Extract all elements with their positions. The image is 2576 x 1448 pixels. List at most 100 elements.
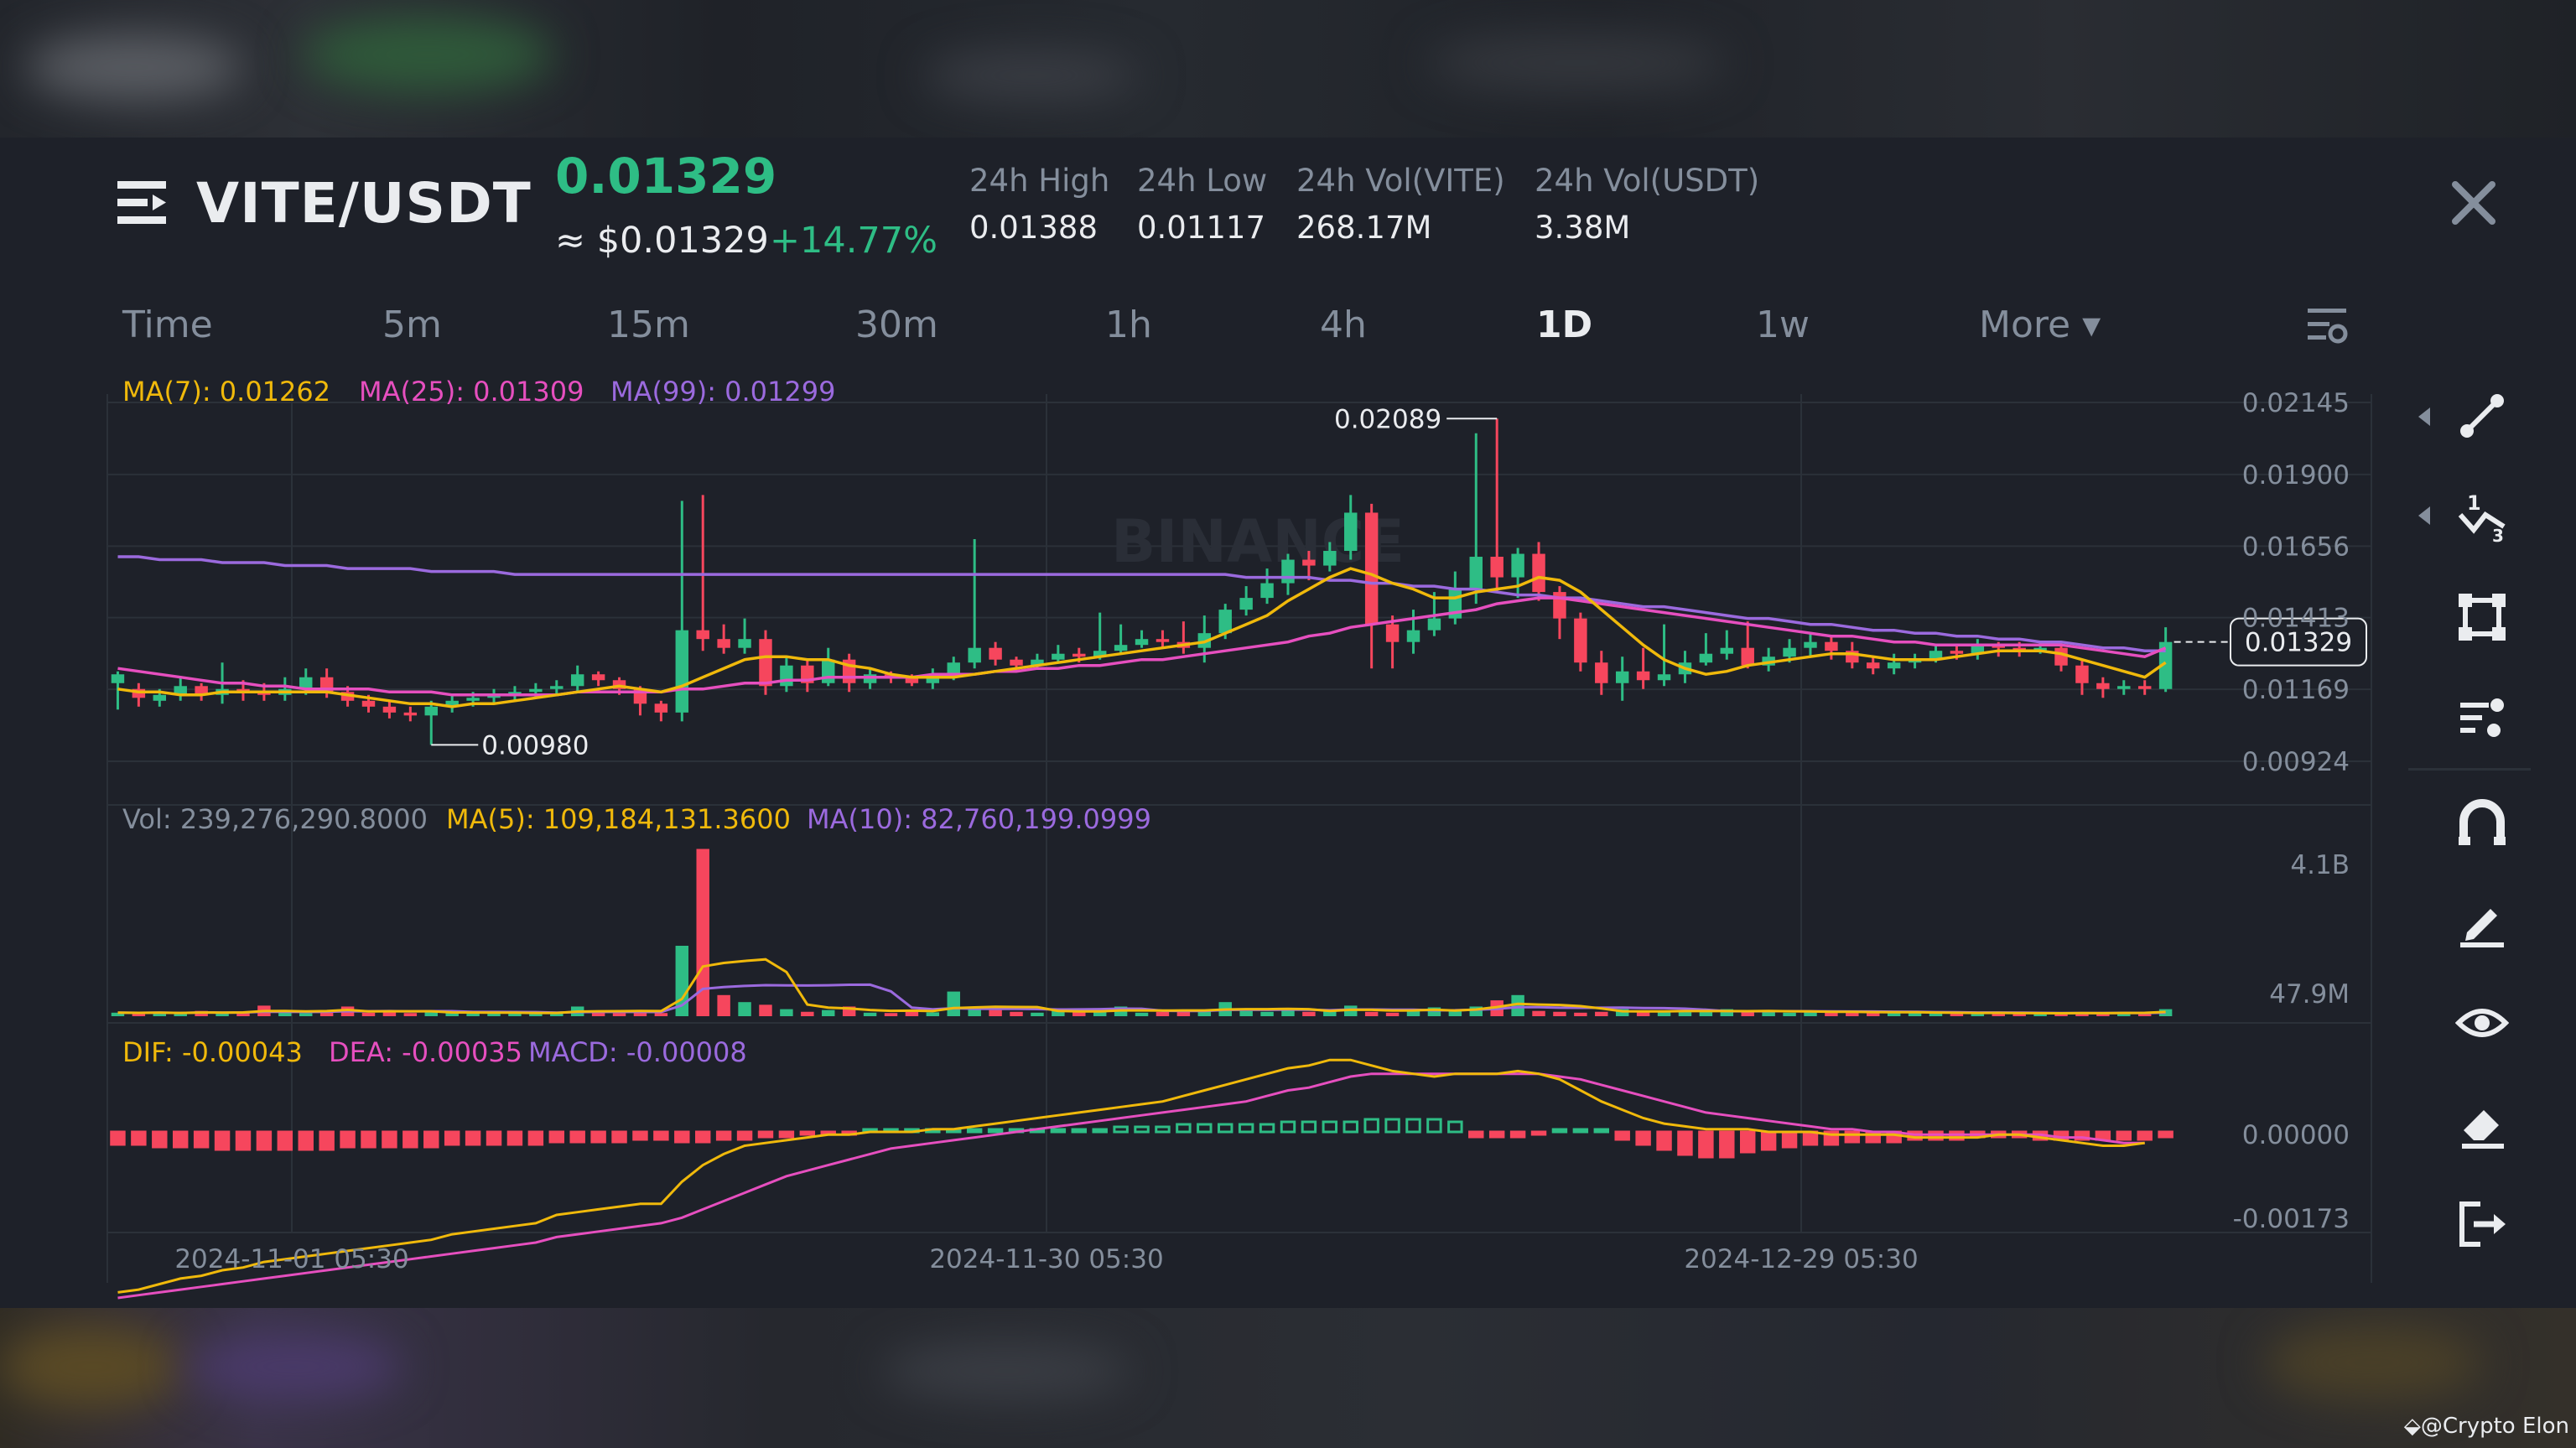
volume-bar — [968, 1009, 981, 1016]
candle-body — [1406, 630, 1420, 642]
candle-body — [968, 647, 981, 663]
macd-histogram-bar — [110, 1130, 126, 1146]
candle-body — [654, 703, 668, 713]
chart-grid — [106, 394, 2372, 1283]
macd-histogram-bar — [715, 1130, 732, 1141]
candle-body — [1093, 651, 1107, 657]
volume-bar — [1574, 1012, 1587, 1016]
volume-bar — [2075, 1012, 2089, 1016]
tab-1h[interactable]: 1h — [1105, 304, 1152, 346]
macd-histogram-bar — [340, 1130, 356, 1149]
volume-bar — [1281, 1009, 1295, 1016]
macd-label: MACD: -0.00008 — [528, 1036, 747, 1068]
macd-histogram-bar — [1426, 1118, 1442, 1134]
volume-bar — [1093, 1009, 1107, 1016]
volume-bar — [132, 1013, 146, 1016]
eye-icon[interactable] — [2455, 996, 2509, 1050]
candle-body — [1218, 610, 1232, 634]
candle-body — [195, 686, 208, 695]
tab-30m[interactable]: 30m — [855, 304, 938, 346]
volume-bar — [759, 1004, 772, 1016]
stat-label-24h-high: 24h High — [969, 163, 1110, 199]
macd-histogram-bar — [1363, 1118, 1379, 1134]
tab-15m[interactable]: 15m — [607, 304, 690, 346]
macd-histogram-bar — [1447, 1120, 1463, 1134]
tab-more[interactable]: More ▾ — [1979, 304, 2101, 346]
candle-body — [1887, 662, 1901, 669]
volume-bar — [633, 1011, 647, 1016]
candle-body — [236, 688, 250, 693]
trend-line-icon[interactable] — [2455, 389, 2509, 443]
volume-bar — [1804, 1012, 1817, 1016]
volume-bar — [1135, 1012, 1149, 1016]
volume-bar — [1031, 1012, 1044, 1016]
volume-bar — [508, 1013, 522, 1016]
volume-bar — [801, 1011, 814, 1016]
candle-body — [153, 694, 167, 701]
credit-watermark: ⬙@Crypto Elon — [2403, 1414, 2569, 1439]
candle-body — [2117, 686, 2131, 689]
candle-body — [174, 686, 187, 695]
candle-body — [1971, 645, 1985, 654]
fib-icon[interactable]: 1 3 — [2455, 490, 2509, 543]
volume-bar — [1448, 1009, 1462, 1016]
candle-body — [1532, 553, 1545, 593]
volume-bar — [1762, 1010, 1775, 1016]
candle-body — [822, 659, 835, 683]
magnet-icon[interactable] — [2455, 795, 2509, 849]
macd-histogram-bar — [1343, 1120, 1358, 1134]
blurred-background-top — [0, 0, 2576, 138]
volume-bar — [926, 1012, 940, 1016]
rectangle-icon[interactable] — [2455, 590, 2509, 644]
expand-arrow-icon[interactable] — [2417, 406, 2432, 428]
tab-1d[interactable]: 1D — [1536, 304, 1593, 346]
stat-value-24h-vol-usdt: 3.38M — [1535, 210, 1631, 246]
candle-body — [570, 674, 584, 687]
text-lines-icon[interactable] — [2455, 691, 2509, 745]
macd-histogram-bar — [506, 1130, 523, 1146]
candle-body — [1469, 557, 1483, 589]
stat-label-24h-vol-usdt: 24h Vol(USDT) — [1535, 163, 1760, 199]
volume-bar — [1176, 1010, 1191, 1016]
dif-label: DIF: -0.00043 — [122, 1036, 303, 1068]
menu-icon[interactable] — [116, 176, 169, 230]
pair-title[interactable]: VITE/USDT — [196, 171, 532, 236]
candle-body — [1867, 662, 1880, 669]
eraser-icon[interactable] — [2455, 1097, 2509, 1150]
macd-histogram-bar — [1698, 1130, 1714, 1159]
volume-bar — [717, 994, 730, 1016]
volume-bar — [1385, 1012, 1400, 1016]
macd-histogram-bar — [1113, 1125, 1129, 1134]
macd-histogram-bar — [444, 1130, 460, 1146]
blur-blob — [302, 17, 553, 92]
tab-time[interactable]: Time — [122, 304, 213, 346]
macd-histogram-bar — [1384, 1118, 1400, 1134]
close-icon[interactable] — [2447, 176, 2501, 230]
tab-1w[interactable]: 1w — [1756, 304, 1810, 346]
chart-settings-icon[interactable] — [2304, 304, 2350, 349]
macd-histogram-bar — [382, 1130, 397, 1149]
pencil-icon[interactable] — [2455, 895, 2509, 949]
expand-arrow-icon[interactable] — [2417, 505, 2432, 527]
tab-5m[interactable]: 5m — [382, 304, 442, 346]
volume-bar — [1532, 1010, 1545, 1016]
low-marker-label: 0.00980 — [481, 730, 589, 760]
volume-bar — [529, 1013, 543, 1016]
macd-histogram-bar — [2137, 1130, 2153, 1141]
blur-blob — [0, 1325, 184, 1409]
volume-ma5-line — [117, 958, 2166, 1015]
macd-histogram-bar — [277, 1130, 293, 1151]
macd-histogram-bar — [486, 1130, 502, 1146]
tab-4h[interactable]: 4h — [1320, 304, 1367, 346]
volume-bar — [1364, 1011, 1379, 1016]
macd-histogram-bar — [1656, 1130, 1672, 1151]
macd-histogram-bar — [1760, 1130, 1777, 1151]
macd-histogram-bar — [778, 1130, 795, 1139]
volume-bar — [822, 1009, 835, 1016]
volume-bar — [1072, 1011, 1086, 1016]
volume-bar — [153, 1012, 167, 1016]
candle-body — [989, 647, 1002, 660]
exit-icon[interactable] — [2455, 1197, 2509, 1251]
volume-bar — [884, 1013, 898, 1016]
